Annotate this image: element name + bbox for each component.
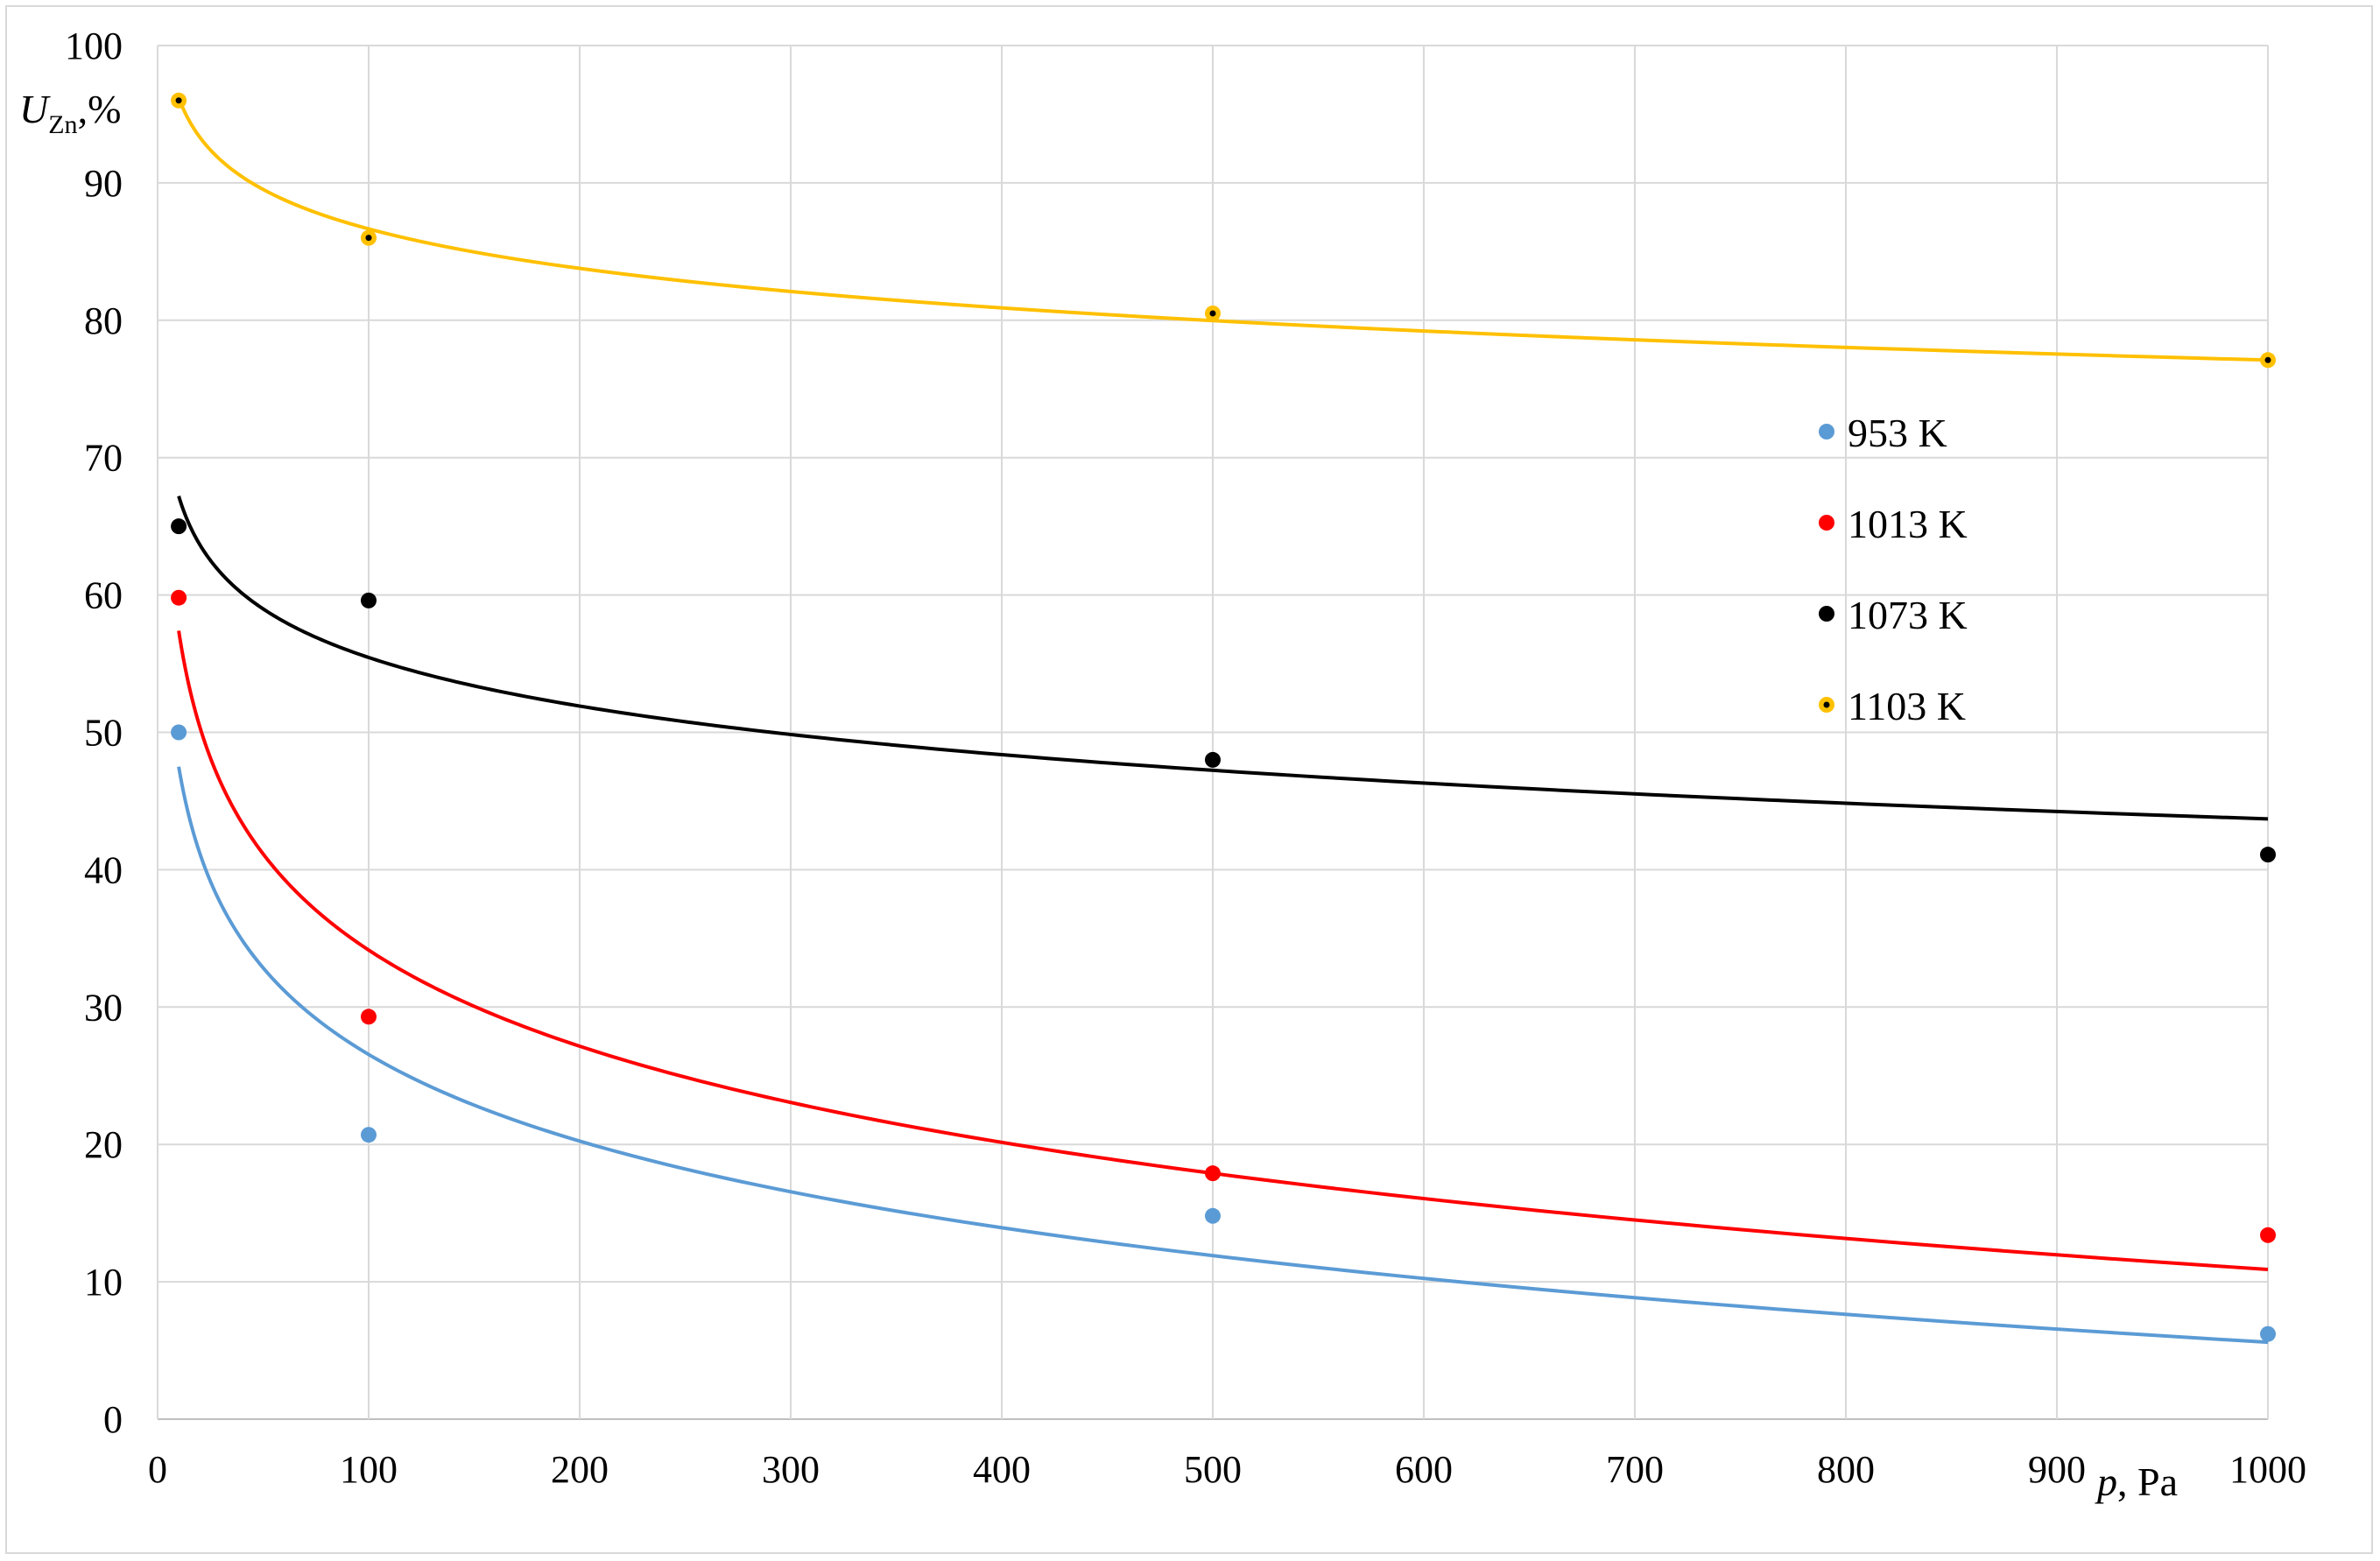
trend-lines — [177, 96, 2269, 1345]
y-axis-label-unit: ,% — [78, 87, 122, 131]
x-axis-label-symbol: p — [2095, 1459, 2117, 1504]
trend-line — [177, 96, 2269, 362]
x-axis-label-unit: , Pa — [2117, 1459, 2178, 1504]
legend-label: 1013 K — [1848, 502, 1968, 546]
trend-line — [177, 766, 2269, 1345]
y-tick-label: 80 — [84, 299, 123, 342]
x-tick-label: 900 — [2028, 1448, 2086, 1491]
x-axis-label: p, Pa — [2095, 1459, 2178, 1504]
data-point — [361, 592, 377, 608]
data-point — [2260, 1227, 2276, 1243]
legend-marker — [1819, 606, 1834, 622]
x-tick-label: 400 — [973, 1448, 1031, 1491]
y-tick-label: 10 — [84, 1261, 123, 1304]
y-tick-label: 90 — [84, 162, 123, 205]
legend-label: 1103 K — [1848, 684, 1966, 728]
chart-frame — [5, 5, 2373, 1554]
data-point — [171, 589, 187, 606]
data-point — [361, 1127, 377, 1143]
y-tick-label: 30 — [84, 986, 123, 1029]
x-tick-label: 1000 — [2229, 1448, 2306, 1491]
data-point-center — [365, 235, 372, 242]
x-tick-label: 300 — [762, 1448, 820, 1491]
x-tick-label: 600 — [1395, 1448, 1453, 1491]
legend-marker — [1819, 515, 1834, 531]
y-tick-label: 50 — [84, 712, 123, 755]
legend-label: 953 K — [1848, 411, 1947, 455]
data-point-center — [175, 97, 182, 104]
data-point — [361, 1009, 377, 1025]
grid-lines — [157, 45, 2269, 1420]
data-point-center — [1209, 310, 1216, 317]
x-tick-label: 0 — [148, 1448, 167, 1491]
data-point — [1205, 1165, 1221, 1182]
data-point — [1205, 751, 1221, 768]
legend-marker-center — [1823, 701, 1830, 708]
x-tick-label: 700 — [1606, 1448, 1664, 1491]
trend-line — [177, 496, 2269, 821]
y-tick-label: 0 — [103, 1398, 123, 1441]
x-tick-label: 100 — [340, 1448, 398, 1491]
y-tick-label: 20 — [84, 1123, 123, 1166]
data-point — [171, 724, 187, 741]
data-point — [2260, 1325, 2276, 1342]
legend-label: 1073 K — [1848, 593, 1968, 637]
y-tick-label: 60 — [84, 574, 123, 617]
trend-line — [177, 630, 2269, 1271]
x-tick-label: 800 — [1817, 1448, 1875, 1491]
data-point — [171, 518, 187, 535]
y-tick-label: 40 — [84, 848, 123, 891]
data-point — [2260, 847, 2276, 863]
legend: 953 K 1013 K 1073 K 1103 K — [1819, 411, 1968, 728]
y-axis-label-subscript: Zn — [48, 110, 77, 139]
data-point-center — [2264, 356, 2271, 363]
x-tick-label: 500 — [1184, 1448, 1242, 1491]
x-tick-label: 200 — [551, 1448, 609, 1491]
y-tick-label: 70 — [84, 437, 123, 480]
y-axis-label-symbol: U — [19, 87, 51, 131]
data-points — [171, 92, 2276, 1342]
data-point — [1205, 1207, 1221, 1224]
y-tick-label: 100 — [65, 25, 123, 67]
y-axis-label: UZn,% — [19, 87, 121, 139]
legend-marker — [1819, 424, 1834, 439]
